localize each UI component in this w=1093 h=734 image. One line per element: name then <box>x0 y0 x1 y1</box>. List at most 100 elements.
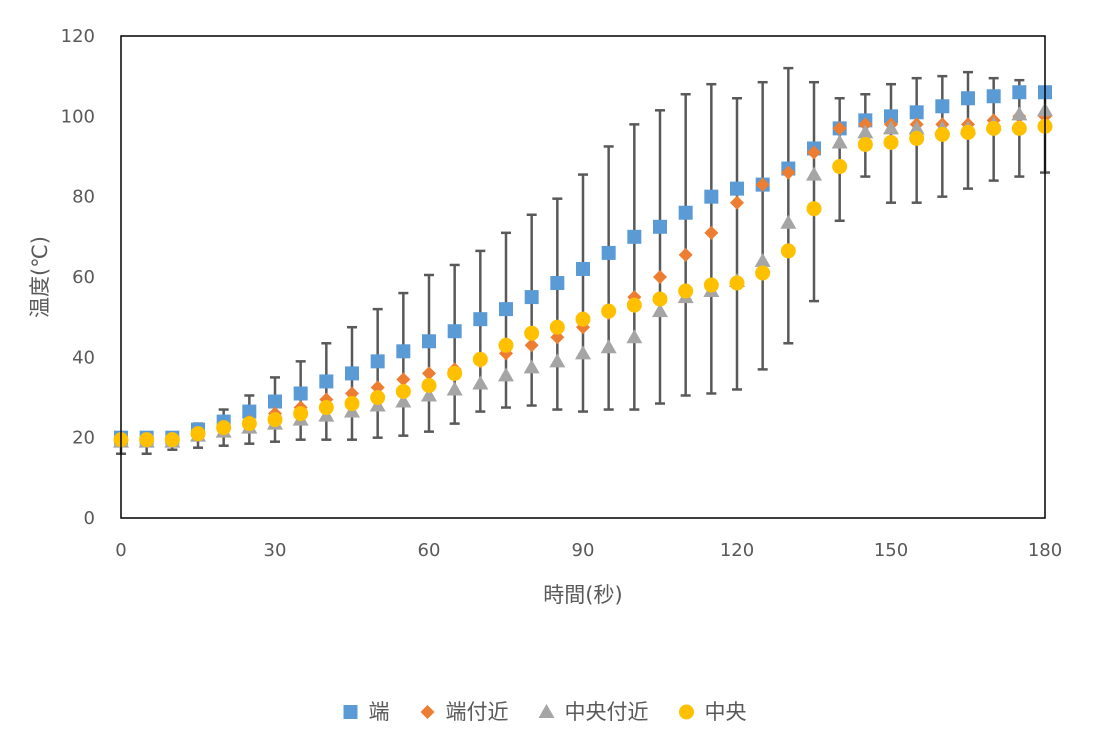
data-point <box>396 372 411 387</box>
data-point <box>704 189 719 204</box>
data-point <box>653 270 667 284</box>
legend-label: 端 <box>369 700 390 724</box>
x-tick-label: 90 <box>572 540 595 561</box>
data-point <box>395 383 411 399</box>
data-point <box>344 396 360 412</box>
error-bar <box>526 213 537 407</box>
data-point <box>961 91 975 106</box>
legend-item: 端 <box>343 700 390 724</box>
y-tick-label: 40 <box>72 347 95 368</box>
data-point <box>421 387 437 402</box>
data-point <box>652 291 668 307</box>
data-point <box>857 136 873 152</box>
y-axis-title: 温度(℃) <box>28 236 52 318</box>
data-point <box>806 201 822 217</box>
data-point <box>523 359 540 374</box>
data-point <box>422 334 436 349</box>
data-point <box>1011 120 1027 136</box>
data-point <box>472 351 488 367</box>
data-point <box>934 126 950 142</box>
y-tick-label: 0 <box>84 508 95 529</box>
data-point <box>422 366 436 381</box>
data-point <box>678 205 693 220</box>
data-point <box>626 297 642 313</box>
data-point <box>421 377 437 393</box>
data-point <box>524 290 539 305</box>
data-point <box>549 319 565 335</box>
y-tick-label: 100 <box>61 106 95 127</box>
x-tick-label: 120 <box>720 540 754 561</box>
data-point <box>370 390 386 405</box>
error-bar <box>783 66 794 345</box>
data-point <box>164 432 180 448</box>
data-point <box>601 245 616 260</box>
data-point <box>447 324 462 339</box>
data-point <box>755 265 771 281</box>
error-bar <box>347 325 357 441</box>
legend-label: 端付近 <box>446 700 509 724</box>
y-tick-label: 60 <box>72 267 95 288</box>
data-point <box>498 367 514 382</box>
data-point <box>857 124 874 139</box>
data-point <box>832 159 848 175</box>
data-point <box>704 225 719 240</box>
data-point <box>446 381 463 396</box>
data-point <box>267 412 283 428</box>
data-point <box>319 374 334 389</box>
data-point <box>986 120 1002 136</box>
data-point <box>268 394 282 409</box>
data-point <box>601 303 617 319</box>
data-point <box>831 134 848 149</box>
data-point <box>575 345 591 360</box>
x-tick-label: 30 <box>264 540 287 561</box>
data-point <box>730 195 744 210</box>
data-point <box>781 165 796 180</box>
x-tick-label: 0 <box>115 540 126 561</box>
error-bar <box>398 291 409 437</box>
plot-area-frame <box>120 35 1046 519</box>
data-point <box>241 416 257 432</box>
data-point <box>1011 106 1028 121</box>
legend-item: 中央付近 <box>538 700 649 724</box>
data-point <box>370 354 385 369</box>
y-tick-label: 80 <box>72 187 95 208</box>
data-markers <box>113 85 1053 448</box>
x-tick-label: 150 <box>874 540 908 561</box>
data-point <box>754 252 771 267</box>
data-point <box>806 166 822 181</box>
data-point <box>653 219 667 234</box>
legend-marker <box>679 704 694 720</box>
data-point <box>1012 85 1027 100</box>
data-point <box>447 365 463 381</box>
legend-marker <box>420 705 435 719</box>
data-point <box>550 276 565 291</box>
legend-item: 中央 <box>679 700 747 724</box>
error-bar <box>757 80 768 371</box>
data-point <box>575 311 591 327</box>
data-point <box>807 145 821 160</box>
legend-item: 端付近 <box>420 700 509 724</box>
data-point <box>396 344 411 359</box>
data-point <box>627 229 642 244</box>
data-point <box>345 366 359 381</box>
error-bar <box>552 197 563 411</box>
legend-marker <box>343 705 358 719</box>
data-point <box>883 134 899 150</box>
data-point <box>242 404 257 419</box>
data-point <box>960 124 976 140</box>
data-point <box>909 105 924 120</box>
error-bar <box>680 92 691 397</box>
legend-label: 中央 <box>705 700 747 724</box>
data-point <box>883 120 899 135</box>
data-point <box>293 386 308 401</box>
data-point <box>499 302 513 317</box>
data-point <box>626 329 643 344</box>
data-point <box>703 277 719 293</box>
data-point <box>755 177 770 192</box>
legend-label: 中央付近 <box>565 700 649 724</box>
data-point <box>780 243 796 259</box>
data-point <box>293 406 309 422</box>
error-bar <box>629 123 640 411</box>
data-point <box>780 214 797 229</box>
